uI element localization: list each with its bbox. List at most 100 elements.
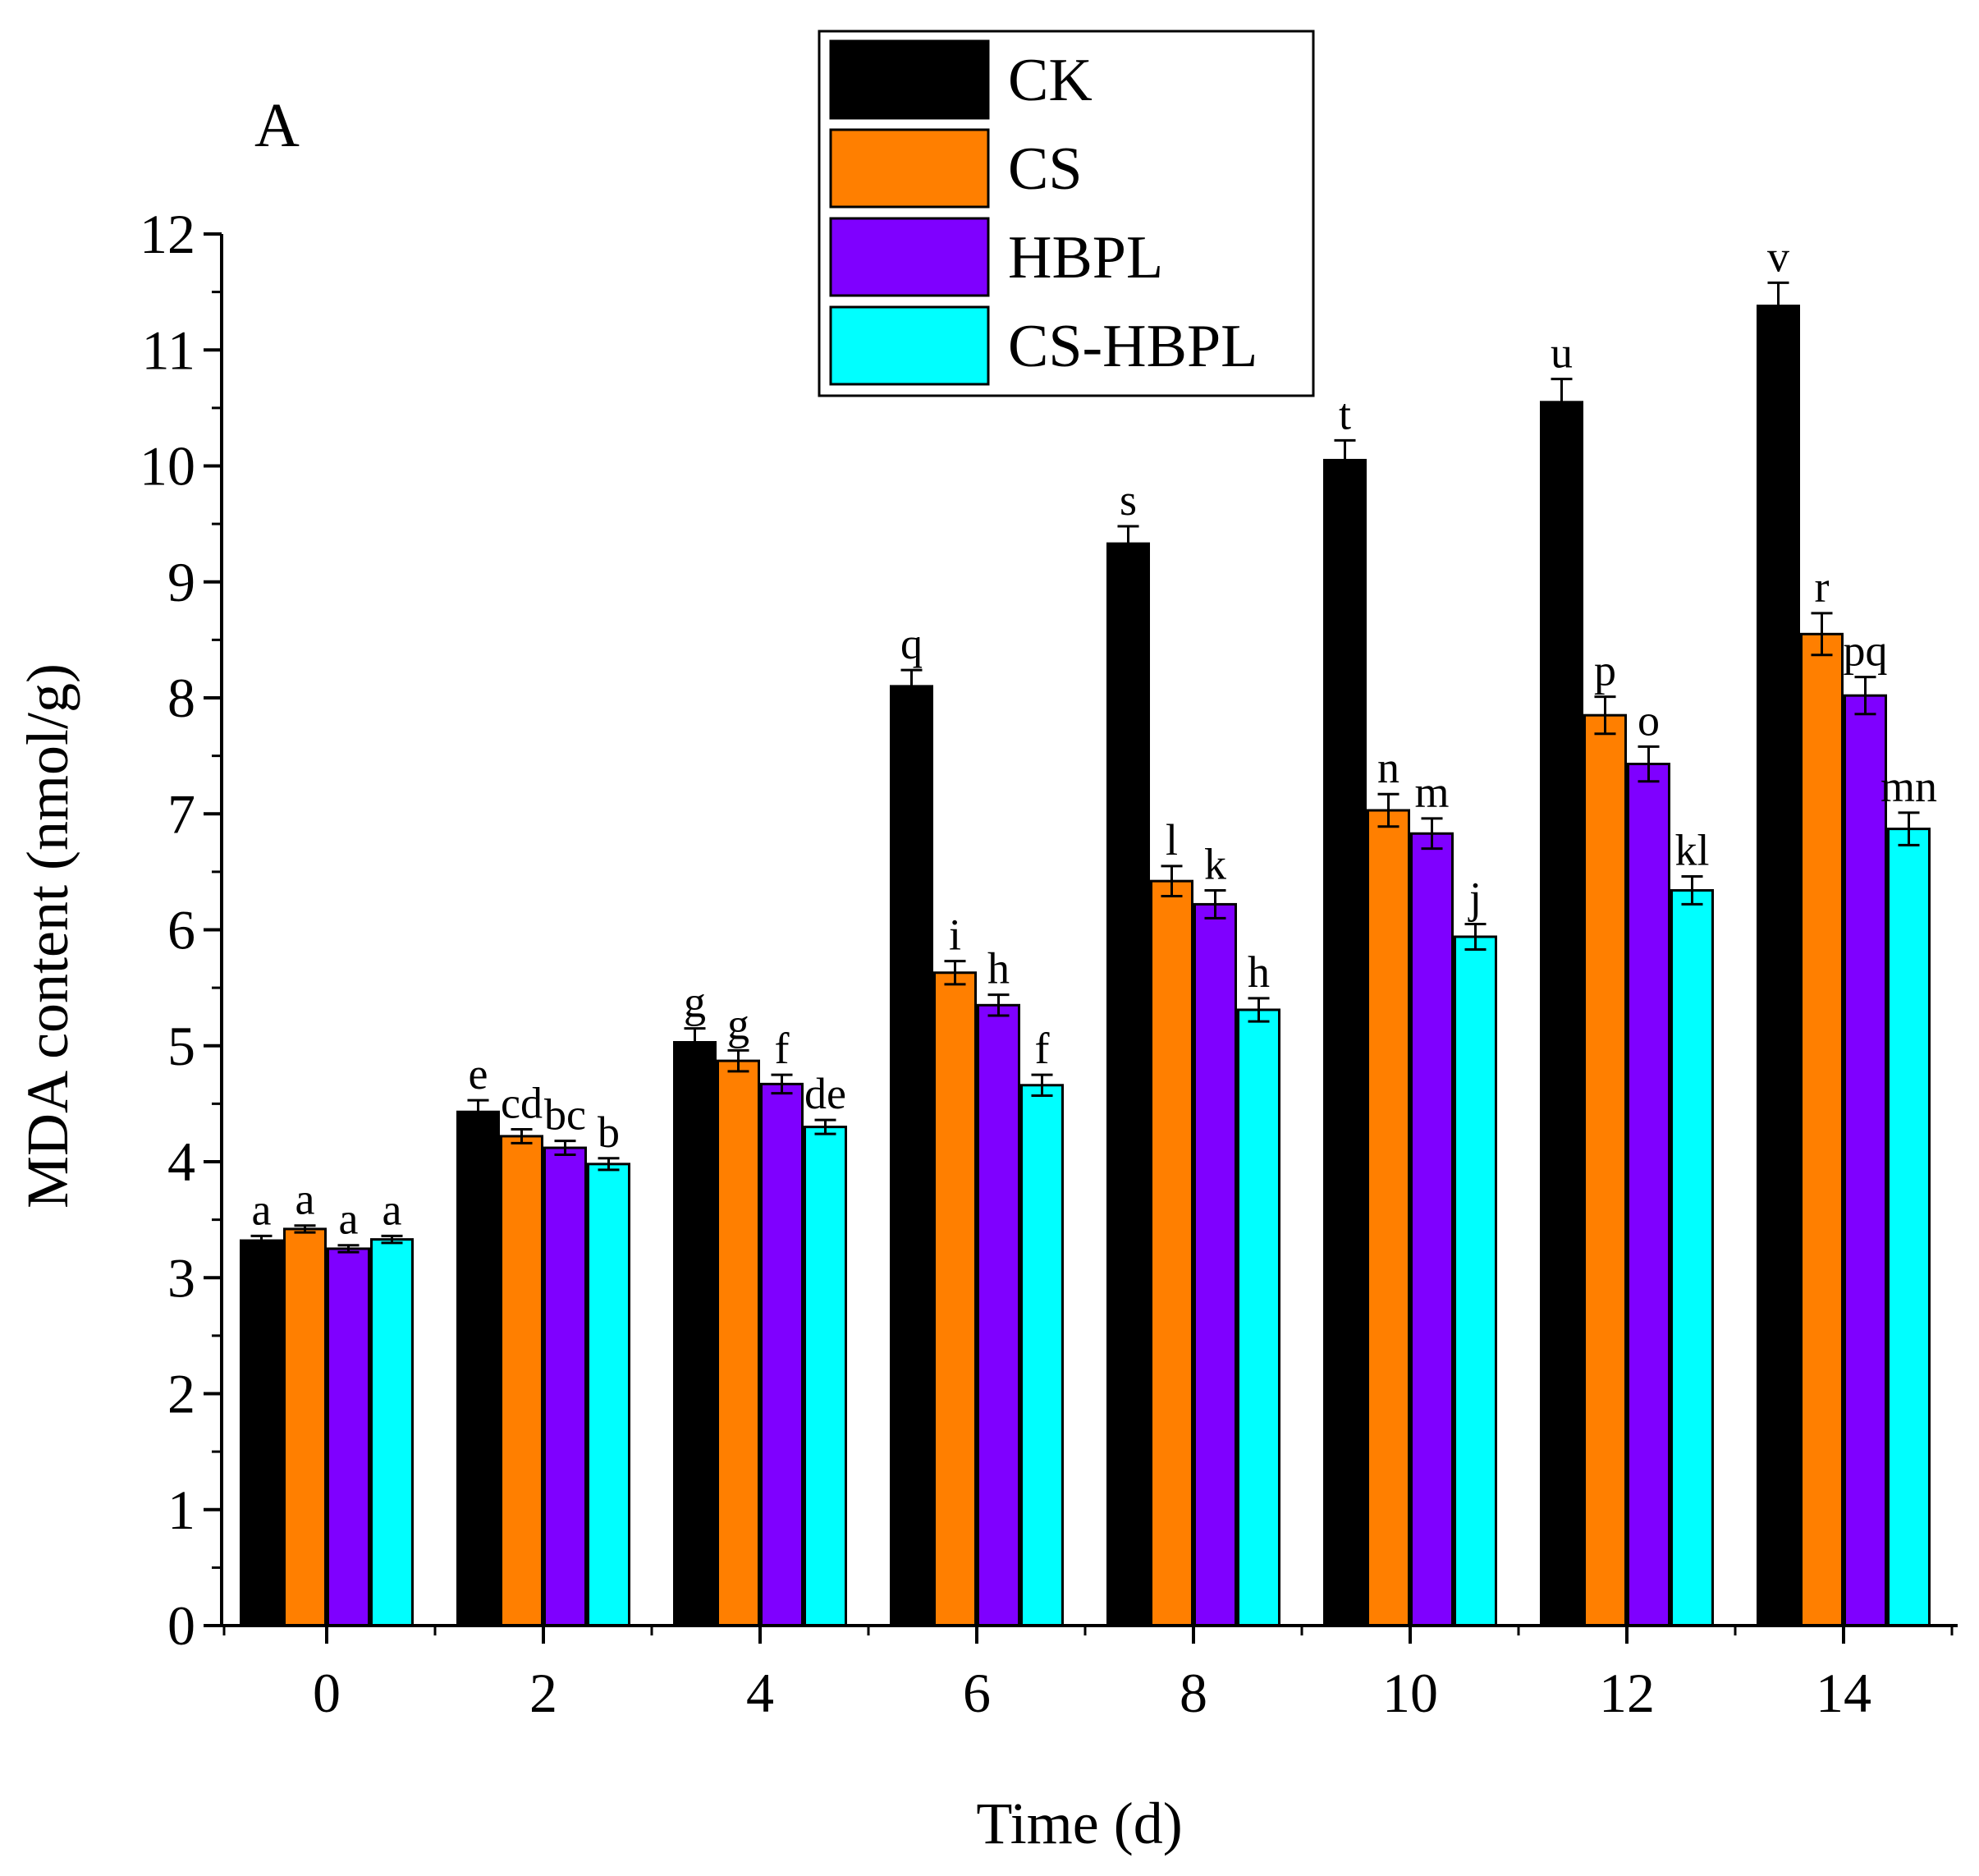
error-bar-cs-hbpl-day-10 bbox=[1464, 922, 1487, 952]
significance-letter-ck-day-12: u bbox=[1551, 328, 1573, 378]
error-bars-layer bbox=[250, 281, 1920, 1254]
y-tick-label: 6 bbox=[167, 899, 195, 961]
error-bar-ck-day-12 bbox=[1551, 378, 1573, 427]
error-bar-cs-hbpl-day-2 bbox=[598, 1157, 620, 1172]
bar-cs-hbpl-day-2 bbox=[587, 1163, 630, 1627]
bars-layer bbox=[240, 305, 1931, 1627]
bar-hbpl-day-10 bbox=[1410, 832, 1454, 1627]
legend-label-cs: CS bbox=[1008, 135, 1083, 203]
y-tick-label: 11 bbox=[142, 319, 195, 381]
bar-cs-day-6 bbox=[933, 971, 977, 1627]
legend: CK CS HBPL CS-HBPL bbox=[818, 30, 1315, 397]
y-tick-label: 8 bbox=[167, 667, 195, 729]
significance-letter-cs-hbpl-day-8: h bbox=[1248, 947, 1270, 997]
bar-ck-day-2 bbox=[456, 1110, 500, 1627]
y-tick-label: 0 bbox=[167, 1594, 195, 1657]
panel-label: A bbox=[254, 91, 300, 160]
significance-letter-ck-day-4: g bbox=[684, 978, 706, 1027]
bar-cs-hbpl-day-12 bbox=[1670, 888, 1714, 1627]
bar-cs-hbpl-day-14 bbox=[1887, 828, 1931, 1627]
error-bar-hbpl-day-14 bbox=[1854, 676, 1876, 716]
error-bar-cs-hbpl-day-6 bbox=[1031, 1073, 1053, 1097]
error-bar-cs-day-0 bbox=[294, 1224, 316, 1234]
significance-letter-ck-day-2: e bbox=[469, 1049, 488, 1099]
x-tick-label: 4 bbox=[746, 1662, 774, 1724]
significance-letter-hbpl-day-8: k bbox=[1204, 839, 1226, 888]
error-bar-cs-day-2 bbox=[511, 1127, 533, 1144]
significance-letter-hbpl-day-2: bc bbox=[544, 1090, 586, 1140]
error-bar-cs-hbpl-day-4 bbox=[814, 1118, 836, 1135]
significance-letter-cs-hbpl-day-6: f bbox=[1035, 1024, 1050, 1073]
significance-letter-cs-hbpl-day-14: mn bbox=[1881, 762, 1937, 811]
error-bar-ck-day-6 bbox=[900, 668, 923, 704]
bar-cs-day-10 bbox=[1367, 809, 1410, 1627]
error-bar-hbpl-day-2 bbox=[554, 1140, 576, 1157]
legend-swatch-cs-hbpl bbox=[829, 305, 990, 386]
error-bar-hbpl-day-10 bbox=[1421, 817, 1443, 851]
bar-cs-day-2 bbox=[500, 1135, 543, 1627]
error-bar-cs-day-10 bbox=[1377, 792, 1400, 828]
x-tick-label: 12 bbox=[1599, 1662, 1655, 1724]
y-tick-label: 2 bbox=[167, 1363, 195, 1425]
error-bar-cs-day-6 bbox=[944, 960, 966, 986]
x-axis-title: Time (d) bbox=[976, 1791, 1182, 1856]
bar-cs-hbpl-day-6 bbox=[1020, 1084, 1064, 1627]
bar-cs-hbpl-day-8 bbox=[1237, 1008, 1280, 1627]
significance-letter-ck-day-6: q bbox=[900, 619, 923, 668]
significance-letter-cs-hbpl-day-10: j bbox=[1468, 873, 1482, 922]
bar-cs-hbpl-day-4 bbox=[804, 1126, 847, 1627]
x-tick-label: 10 bbox=[1382, 1662, 1438, 1724]
error-bar-cs-day-8 bbox=[1161, 865, 1183, 898]
significance-letter-hbpl-day-4: f bbox=[775, 1024, 790, 1073]
bar-hbpl-day-8 bbox=[1193, 902, 1237, 1627]
bar-hbpl-day-2 bbox=[543, 1146, 587, 1627]
error-bar-cs-day-4 bbox=[727, 1048, 749, 1073]
bar-cs-hbpl-day-10 bbox=[1454, 935, 1497, 1627]
bar-cs-day-0 bbox=[283, 1227, 327, 1627]
bar-ck-day-8 bbox=[1106, 542, 1150, 1627]
bar-hbpl-day-12 bbox=[1627, 763, 1670, 1627]
bar-hbpl-day-6 bbox=[977, 1003, 1020, 1627]
bar-cs-day-4 bbox=[717, 1059, 760, 1627]
error-bar-ck-day-14 bbox=[1767, 281, 1789, 331]
bar-ck-day-14 bbox=[1757, 305, 1800, 1627]
significance-letter-hbpl-day-0: a bbox=[339, 1195, 359, 1244]
error-bar-hbpl-day-6 bbox=[987, 993, 1010, 1017]
significance-letter-cs-hbpl-day-0: a bbox=[383, 1185, 402, 1234]
bar-cs-day-8 bbox=[1150, 879, 1193, 1627]
significance-letter-hbpl-day-10: m bbox=[1414, 768, 1449, 817]
bar-cs-hbpl-day-0 bbox=[370, 1238, 414, 1627]
significance-letter-cs-hbpl-day-4: de bbox=[804, 1069, 846, 1118]
y-axis-title: MDA content (nmol/g) bbox=[15, 663, 80, 1209]
significance-letter-cs-day-2: cd bbox=[501, 1078, 543, 1127]
significance-letter-cs-day-6: i bbox=[949, 910, 961, 960]
significance-letter-cs-day-0: a bbox=[295, 1175, 315, 1224]
bar-ck-day-0 bbox=[240, 1239, 283, 1627]
bar-hbpl-day-4 bbox=[760, 1082, 804, 1627]
significance-letter-ck-day-10: t bbox=[1339, 389, 1351, 438]
error-bar-hbpl-day-12 bbox=[1638, 745, 1660, 783]
y-tick-label: 3 bbox=[167, 1246, 195, 1309]
y-tick-label: 7 bbox=[167, 782, 195, 845]
error-bar-cs-hbpl-day-8 bbox=[1248, 997, 1270, 1023]
error-bar-ck-day-4 bbox=[684, 1027, 706, 1057]
x-tick-label: 14 bbox=[1816, 1662, 1871, 1724]
error-bar-ck-day-2 bbox=[467, 1099, 489, 1125]
error-bar-cs-hbpl-day-14 bbox=[1898, 811, 1920, 846]
bar-ck-day-12 bbox=[1540, 401, 1583, 1627]
significance-letter-cs-day-14: r bbox=[1815, 562, 1830, 612]
y-tick-label: 9 bbox=[167, 551, 195, 613]
y-tick-label: 4 bbox=[167, 1131, 195, 1193]
error-bar-cs-hbpl-day-12 bbox=[1681, 875, 1703, 906]
y-tick-label: 1 bbox=[167, 1479, 195, 1541]
bar-cs-day-14 bbox=[1800, 632, 1844, 1627]
significance-letter-ck-day-14: v bbox=[1767, 232, 1789, 281]
significance-letter-cs-day-8: l bbox=[1166, 815, 1178, 865]
legend-label-cs-hbpl: CS-HBPL bbox=[1008, 313, 1257, 380]
significance-letter-cs-day-12: p bbox=[1594, 646, 1616, 695]
error-bar-hbpl-day-0 bbox=[337, 1244, 360, 1254]
bar-hbpl-day-14 bbox=[1844, 694, 1887, 1627]
bar-ck-day-4 bbox=[673, 1041, 717, 1627]
